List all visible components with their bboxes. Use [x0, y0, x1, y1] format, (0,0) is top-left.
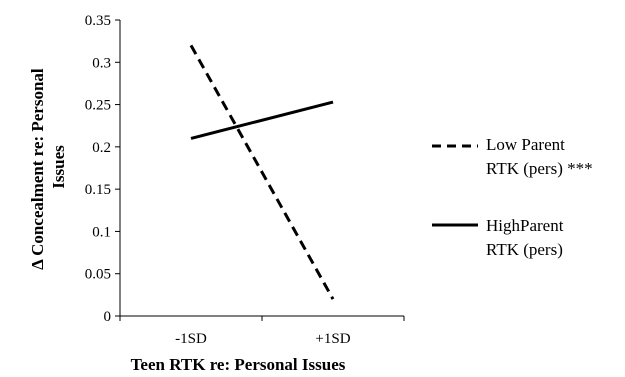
y-ticks: 0 0.05 0.1 0.15 0.2 0.25 0.3 0.35	[85, 13, 120, 325]
y-axis-title-line-2: Issues	[49, 145, 68, 189]
series-lines	[189, 44, 335, 300]
x-ticks: -1SD +1SD	[119, 316, 405, 347]
y-axis-title: Δ Concealment re: Personal Issues	[28, 64, 68, 270]
y-tick-label: 0.2	[92, 140, 111, 156]
x-tick-label: +1SD	[315, 331, 350, 347]
legend-label-low-parent-line-2: RTK (pers) ***	[486, 159, 593, 178]
y-tick-label: 0.3	[92, 55, 111, 71]
y-tick-label: 0	[104, 309, 112, 325]
y-axis-title-line-1: Δ Concealment re: Personal	[28, 68, 47, 270]
legend-label-high-parent-line-1: HighParent	[486, 216, 564, 235]
x-axis-title: Teen RTK re: Personal Issues	[131, 355, 346, 374]
y-tick-label: 0.15	[85, 182, 111, 198]
legend-label-low-parent: Low Parent RTK (pers) ***	[486, 135, 593, 178]
y-tick-label: 0.35	[85, 13, 111, 29]
series-line-low-parent	[189, 44, 335, 300]
legend-label-high-parent: HighParent RTK (pers)	[486, 216, 568, 259]
series-line-high-parent	[190, 100, 334, 140]
y-tick-label: 0.1	[92, 224, 111, 240]
legend-label-high-parent-line-2: RTK (pers)	[486, 240, 563, 259]
legend-label-low-parent-line-1: Low Parent	[486, 135, 565, 154]
y-tick-label: 0.25	[85, 98, 111, 114]
legend: Low Parent RTK (pers) *** HighParent RTK…	[432, 135, 593, 259]
x-tick-label: -1SD	[175, 331, 207, 347]
y-tick-label: 0.05	[85, 267, 111, 283]
